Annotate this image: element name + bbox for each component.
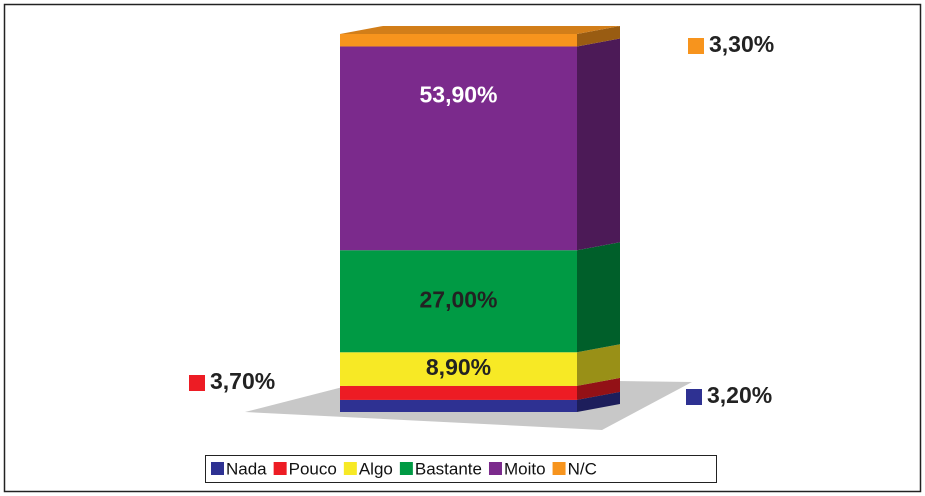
label-swatch <box>688 38 704 54</box>
labels: 3,20% 3,70% 8,90% 27,00% 53,90% 3,30% <box>189 31 774 408</box>
bar-segment <box>340 34 577 47</box>
legend-label: Algo <box>359 459 393 478</box>
legend: Nada Pouco Algo Bastante Moito N/C <box>211 459 597 478</box>
legend-swatch <box>488 462 502 475</box>
label-swatch <box>686 389 702 405</box>
value-label: 3,70% <box>210 368 275 394</box>
legend-swatch <box>552 462 566 475</box>
bar-top <box>340 26 620 34</box>
label-swatch <box>189 375 205 391</box>
value-label: 8,90% <box>426 354 491 380</box>
bar-segment <box>340 250 577 353</box>
bar-side <box>577 26 620 47</box>
legend-swatch <box>399 462 413 475</box>
bar-side <box>577 391 620 412</box>
bar-side <box>577 242 620 353</box>
bars <box>340 26 620 412</box>
value-label: 53,90% <box>419 81 497 107</box>
legend-label: Nada <box>226 459 267 478</box>
value-label: 3,30% <box>709 31 774 57</box>
legend-box <box>205 455 717 483</box>
bar-side <box>577 377 620 400</box>
value-label: 27,00% <box>419 286 497 312</box>
legend-label: Moito <box>504 459 546 478</box>
value-label: 3,20% <box>707 382 772 408</box>
bar-segment <box>340 385 577 400</box>
legend-swatch <box>273 462 287 475</box>
bar-side <box>577 38 620 251</box>
legend-label: N/C <box>568 459 597 478</box>
legend-swatch <box>343 462 357 475</box>
bar-segment <box>340 352 577 386</box>
bar-side <box>577 344 620 386</box>
bar-segment <box>340 46 577 251</box>
legend-swatch <box>211 462 224 475</box>
legend-label: Pouco <box>289 459 337 478</box>
legend-label: Bastante <box>415 459 482 478</box>
bar-segment <box>340 399 577 412</box>
